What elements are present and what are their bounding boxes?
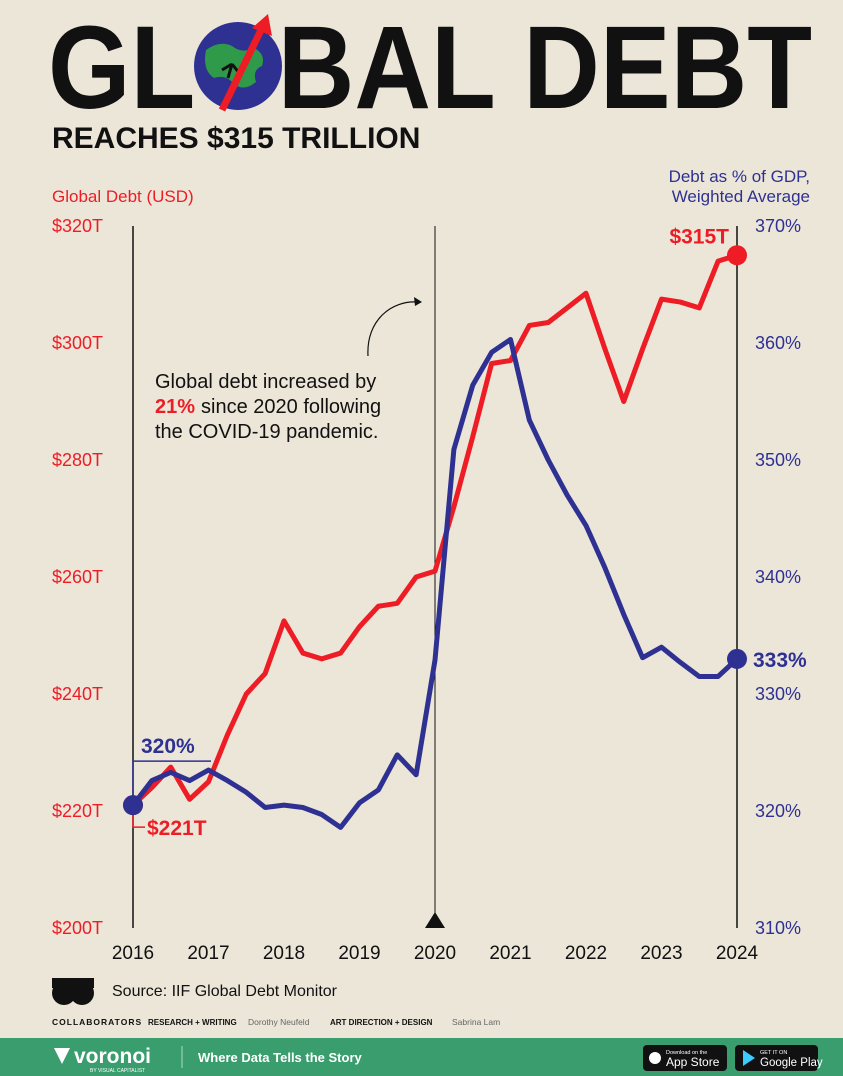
- label-bracket: [132, 760, 211, 796]
- y2-axis-title: Weighted Average: [672, 187, 810, 206]
- credits-label: COLLABORATORS: [52, 1017, 142, 1027]
- x-tick-label: 2021: [489, 943, 531, 964]
- globe-icon: [194, 14, 282, 112]
- google-play-badge[interactable]: GET IT ON Google Play: [735, 1045, 823, 1071]
- x-tick-label: 2017: [187, 943, 229, 964]
- x-tick-label: 2022: [565, 943, 607, 964]
- badge-small: Download on the: [666, 1050, 707, 1056]
- y2-axis-title: Debt as % of GDP,: [669, 167, 810, 186]
- x-tick-label: 2019: [338, 943, 380, 964]
- y2-tick-label: 310%: [755, 918, 801, 938]
- y-tick-label: $280T: [52, 450, 103, 470]
- source: Source: IIF Global Debt Monitor: [112, 983, 338, 1000]
- brand-sub: BY VISUAL CAPITALIST: [90, 1068, 145, 1074]
- label-bracket: [132, 815, 145, 828]
- value-label: 320%: [141, 735, 195, 758]
- y-tick-label: $320T: [52, 216, 103, 236]
- value-label: $221T: [147, 817, 207, 840]
- annotation-highlight: 21%: [155, 396, 195, 418]
- end-point: [123, 795, 143, 816]
- value-label: $315T: [669, 225, 729, 248]
- y-tick-label: $220T: [52, 801, 103, 821]
- y-tick-label: $240T: [52, 684, 103, 704]
- app-store-badge[interactable]: Download on the App Store: [643, 1045, 727, 1071]
- source-icon: [52, 978, 94, 1005]
- end-point: [727, 648, 747, 669]
- badge-small: GET IT ON: [760, 1050, 787, 1056]
- subtitle: REACHES $315 TRILLION: [52, 122, 420, 155]
- annotation-text: 21% since 2020 following: [155, 396, 381, 418]
- y2-tick-label: 320%: [755, 801, 801, 821]
- tagline: Where Data Tells the Story: [198, 1050, 363, 1065]
- series-line: [131, 336, 739, 830]
- y-tick-label: $300T: [52, 333, 103, 353]
- x-tick-label: 2023: [640, 943, 682, 964]
- x-tick-label: 2020: [414, 943, 456, 964]
- annotation-text: Global debt increased by: [155, 371, 376, 393]
- credits-name: Sabrina Lam: [452, 1017, 500, 1027]
- value-label: 333%: [753, 649, 807, 672]
- y-tick-label: $260T: [52, 567, 103, 587]
- credits-name: Dorothy Neufeld: [248, 1017, 310, 1027]
- brand: voronoi: [74, 1045, 151, 1068]
- x-tick-label: 2016: [112, 943, 154, 964]
- annotation: Global debt increased by 21% since 2020 f…: [155, 297, 422, 443]
- y-axis-title: Global Debt (USD): [52, 187, 194, 206]
- x-tick-label: 2018: [263, 943, 305, 964]
- event-marker: [425, 912, 445, 928]
- y-tick-label: $200T: [52, 918, 103, 938]
- y2-tick-label: 350%: [755, 450, 801, 470]
- plot: $200T $220T $240T $260T $280T $300T $320T 310% 3…: [52, 216, 807, 964]
- credits-role: RESEARCH + WRITING: [148, 1018, 237, 1027]
- badge-text: App Store: [666, 1055, 720, 1069]
- brand-icon: [54, 1048, 70, 1064]
- credits-role: ART DIRECTION + DESIGN: [330, 1018, 433, 1027]
- y2-tick-label: 370%: [755, 216, 801, 236]
- y2-tick-label: 340%: [755, 567, 801, 587]
- series-line: [131, 252, 738, 807]
- x-tick-label: 2024: [716, 943, 759, 964]
- annotation-text: since 2020 following: [201, 396, 381, 418]
- annotation-text: the COVID-19 pandemic.: [155, 421, 378, 443]
- title: GLOBAL DEBT: [48, 2, 812, 134]
- badge-text: Google Play: [760, 1057, 823, 1069]
- y2-tick-label: 360%: [755, 333, 801, 353]
- end-point: [727, 245, 747, 266]
- y2-tick-label: 330%: [755, 684, 801, 704]
